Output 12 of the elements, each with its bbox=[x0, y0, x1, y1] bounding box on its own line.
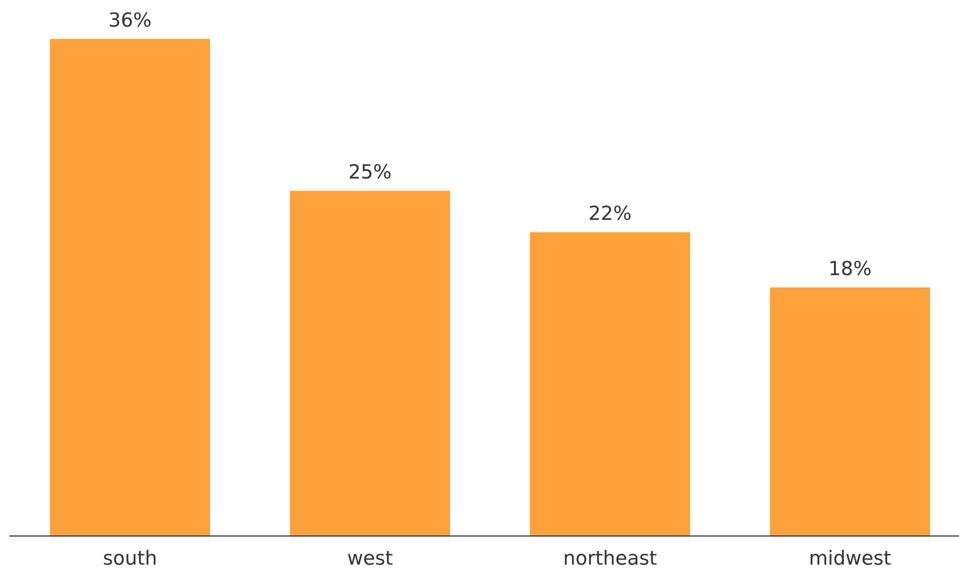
data-label: 22% bbox=[590, 205, 631, 220]
data-label: 18% bbox=[830, 260, 871, 276]
x-tick-label: west bbox=[348, 551, 392, 565]
x-tick-label: south bbox=[104, 550, 156, 565]
bar bbox=[530, 232, 690, 536]
x-tick-label: northeast bbox=[564, 550, 656, 565]
data-label: 25% bbox=[350, 164, 391, 179]
bar bbox=[50, 39, 210, 536]
x-tick-label: midwest bbox=[810, 550, 891, 565]
data-label: 36% bbox=[110, 12, 151, 27]
bar bbox=[770, 288, 930, 536]
bar bbox=[290, 190, 450, 536]
